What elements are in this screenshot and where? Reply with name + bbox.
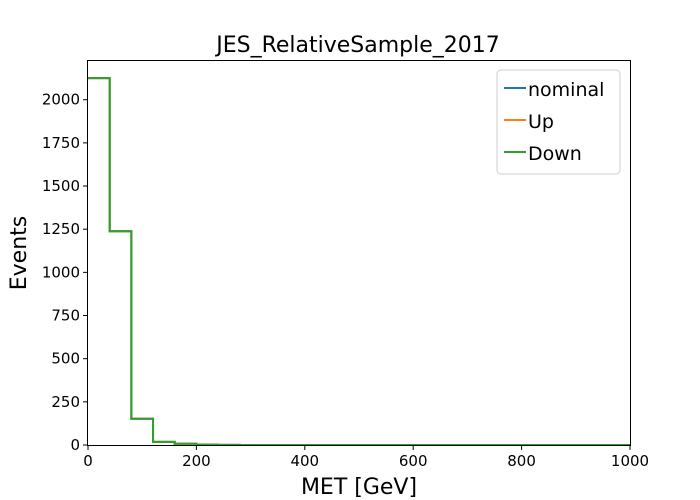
x-tick-label: 0 xyxy=(83,452,93,470)
y-tick-label: 1750 xyxy=(42,134,80,152)
x-axis-ticks: 0 200 400 600 800 1000 xyxy=(83,445,649,470)
y-tick-label: 1250 xyxy=(42,220,80,238)
plot-frame xyxy=(87,60,631,446)
y-tick-label: 500 xyxy=(51,350,80,368)
x-tick-label: 400 xyxy=(290,452,319,470)
y-tick-label: 1000 xyxy=(42,263,80,281)
legend: nominal Up Down xyxy=(496,69,621,175)
y-axis-ticks: 0 250 500 750 1000 1250 1500 1750 2000 xyxy=(42,91,88,454)
legend-label-nominal: nominal xyxy=(528,79,604,101)
x-tick-label: 200 xyxy=(182,452,211,470)
y-tick-label: 750 xyxy=(51,307,80,325)
y-tick-label: 250 xyxy=(51,393,80,411)
chart-title: JES_RelativeSample_2017 xyxy=(214,33,500,58)
x-axis-label: MET [GeV] xyxy=(301,475,417,500)
x-tick-label: 600 xyxy=(399,452,428,470)
legend-box xyxy=(496,69,621,175)
y-tick-label: 2000 xyxy=(42,91,80,109)
y-axis-label: Events xyxy=(7,216,32,291)
x-tick-label: 1000 xyxy=(611,452,649,470)
y-tick-label: 0 xyxy=(70,436,80,454)
y-tick-label: 1500 xyxy=(42,177,80,195)
legend-label-down: Down xyxy=(528,143,582,165)
x-tick-label: 800 xyxy=(507,452,536,470)
legend-label-up: Up xyxy=(528,111,554,133)
